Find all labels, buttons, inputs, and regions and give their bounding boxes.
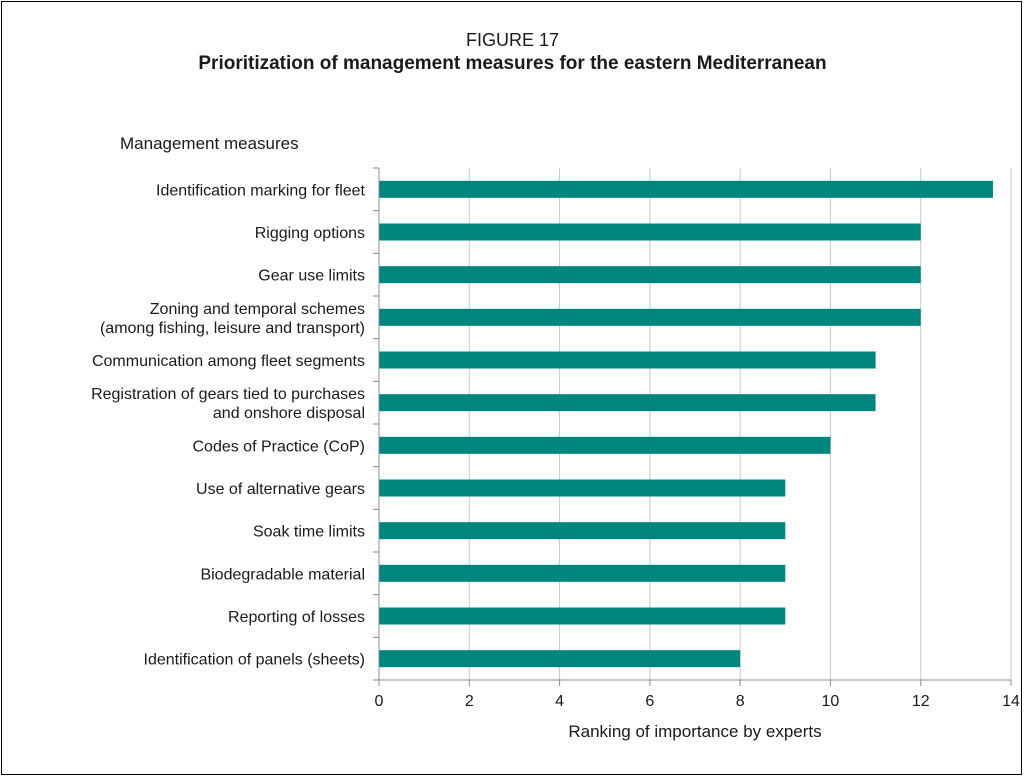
bars — [379, 180, 993, 668]
category-label: Identification of panels (sheets) — [144, 652, 365, 669]
x-tick-label: 10 — [822, 693, 840, 710]
category-label: and onshore disposal — [213, 405, 365, 422]
bar — [379, 266, 921, 284]
category-label: (among fishing, leisure and transport) — [100, 320, 365, 337]
bar — [379, 607, 786, 625]
axes: 0 2 4 6 8 10 12 14 — [373, 167, 1020, 710]
x-tick-label: 6 — [645, 693, 654, 710]
category-label: Registration of gears tied to purchases — [91, 386, 365, 403]
category-labels: Identification marking for fleet Rigging … — [91, 182, 365, 668]
x-tick-label: 4 — [555, 693, 564, 710]
category-label: Communication among fleet segments — [92, 353, 365, 370]
figure-label: FIGURE 17 — [465, 30, 560, 50]
bar — [379, 522, 786, 540]
x-tick-label: 14 — [1002, 693, 1020, 710]
category-label: Soak time limits — [253, 524, 365, 541]
category-label: Rigging options — [255, 225, 365, 242]
y-axis-title: Management measures — [120, 134, 299, 153]
category-label: Gear use limits — [258, 268, 365, 285]
bar — [379, 479, 786, 497]
bar — [379, 436, 831, 454]
bar — [379, 180, 993, 198]
category-label: Identification marking for fleet — [156, 182, 366, 199]
x-tick-label: 0 — [375, 693, 384, 710]
x-axis-title: Ranking of importance by experts — [568, 722, 821, 741]
category-label: Reporting of losses — [228, 609, 365, 626]
bar — [379, 223, 921, 241]
grid-lines — [468, 168, 1012, 680]
bar — [379, 394, 876, 412]
figure-title: Prioritization of management measures fo… — [198, 53, 827, 74]
x-tick-label: 12 — [912, 693, 930, 710]
bar — [379, 351, 876, 369]
bar — [379, 308, 921, 326]
category-label: Biodegradable material — [200, 566, 365, 583]
category-label: Codes of Practice (CoP) — [192, 438, 365, 455]
x-tick-label: 2 — [465, 693, 474, 710]
bar — [379, 564, 786, 582]
category-label: Zoning and temporal schemes — [150, 301, 365, 318]
category-label: Use of alternative gears — [196, 481, 365, 498]
bar — [379, 650, 741, 668]
x-tick-label: 8 — [736, 693, 745, 710]
